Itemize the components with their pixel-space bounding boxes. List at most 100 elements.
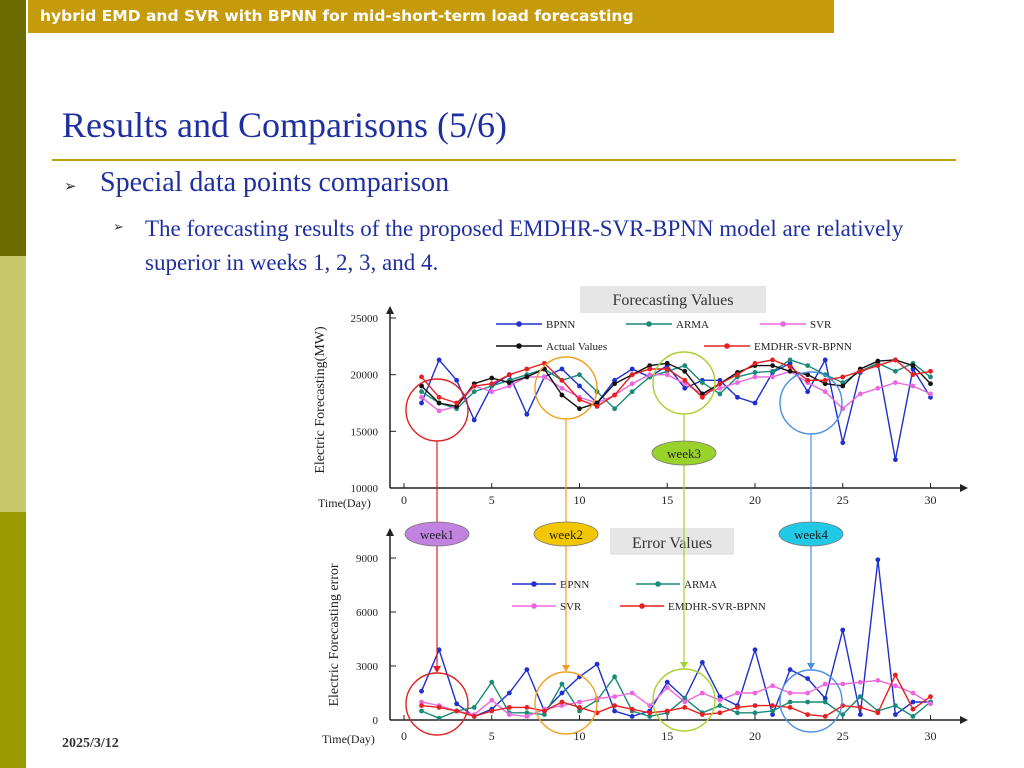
- forecast-data-point: [471, 417, 477, 423]
- forecast-x-tick-label: 20: [749, 493, 761, 507]
- forecast-data-point: [752, 360, 758, 366]
- error-data-point: [559, 703, 565, 708]
- error-x-tick-label: 15: [661, 729, 673, 743]
- week-annotations: week1 week2 week3 week4: [404, 351, 844, 736]
- forecast-legend-marker: [516, 321, 522, 327]
- error-data-point: [805, 676, 811, 681]
- forecast-data-point: [752, 374, 758, 380]
- forecast-data-point: [735, 372, 740, 378]
- forecast-data-point: [875, 363, 881, 368]
- forecast-data-point: [787, 357, 793, 363]
- forecast-legend-label: SVR: [810, 319, 832, 331]
- error-data-point: [717, 697, 723, 703]
- forecast-legend-marker: [780, 321, 786, 327]
- error-chart-title: Error Values: [632, 535, 712, 552]
- error-data-point: [857, 679, 863, 685]
- error-data-point: [542, 708, 547, 714]
- forecast-data-point: [770, 368, 775, 374]
- forecast-legend-marker: [724, 343, 730, 349]
- forecast-data-point: [682, 385, 688, 391]
- forecast-data-point: [419, 374, 424, 380]
- forecast-data-point: [735, 394, 740, 400]
- error-data-point: [770, 703, 775, 708]
- error-title-box: [610, 528, 734, 555]
- error-data-point: [419, 699, 424, 705]
- forecast-data-point: [436, 400, 442, 406]
- forecast-data-point: [594, 404, 600, 409]
- slide-side-bar: [0, 0, 26, 768]
- forecast-data-point: [682, 368, 688, 374]
- error-x-tick-label: 5: [489, 729, 495, 743]
- error-data-point: [910, 690, 916, 696]
- error-data-point: [770, 712, 775, 717]
- week-label: week4: [794, 527, 828, 542]
- forecast-data-point: [577, 372, 582, 378]
- error-data-point: [471, 705, 477, 710]
- forecast-data-point: [822, 377, 828, 383]
- forecast-data-point: [893, 368, 898, 374]
- error-data-point: [787, 690, 793, 696]
- error-data-point: [699, 690, 705, 696]
- error-data-point: [910, 714, 916, 719]
- error-data-point: [682, 696, 688, 701]
- forecast-data-point: [454, 400, 460, 406]
- forecast-data-point: [489, 381, 495, 387]
- error-data-point: [875, 678, 881, 683]
- error-data-point: [559, 681, 565, 687]
- forecast-data-point: [419, 389, 424, 395]
- error-data-point: [612, 703, 617, 708]
- forecast-data-point: [506, 372, 512, 378]
- forecast-y-label: Electric Forecasting(MW): [313, 326, 328, 474]
- forecast-data-point: [454, 377, 460, 383]
- forecast-data-point: [875, 385, 881, 391]
- forecast-data-point: [770, 363, 775, 368]
- error-data-point: [752, 710, 758, 716]
- error-x-tick-label: 20: [749, 729, 761, 743]
- forecast-data-point: [489, 389, 495, 395]
- forecast-series: [419, 357, 933, 463]
- week-arrow-icon: [562, 665, 570, 672]
- error-data-point: [910, 706, 916, 712]
- error-data-point: [770, 683, 775, 689]
- error-series: [419, 557, 933, 721]
- error-data-point: [735, 710, 740, 716]
- forecast-x-tick-label: 15: [661, 493, 673, 507]
- forecast-series-line: [421, 359, 932, 410]
- error-data-point: [419, 708, 424, 714]
- forecast-series-line: [421, 370, 931, 412]
- error-data-point: [717, 710, 723, 716]
- forecast-data-point: [524, 366, 530, 372]
- week-label-badge: [651, 440, 717, 466]
- error-data-point: [489, 679, 495, 685]
- error-data-point: [893, 712, 898, 717]
- forecast-data-point: [770, 357, 775, 363]
- forecast-data-point: [928, 374, 933, 380]
- forecast-legend: BPNN ARMA SVR Actual Values EMDHR-SVR-BPNN: [496, 319, 852, 353]
- slide-title: Results and Comparisons (5/6): [62, 105, 507, 145]
- forecast-legend-label: Actual Values: [546, 341, 607, 353]
- error-data-point: [612, 674, 617, 680]
- forecast-y-tick-label: 20000: [351, 370, 379, 382]
- error-data-point: [752, 703, 758, 708]
- error-data-point: [840, 712, 846, 717]
- week-label-badge: [404, 521, 470, 547]
- error-data-point: [805, 712, 811, 717]
- error-data-point: [893, 703, 898, 708]
- error-data-point: [577, 705, 582, 710]
- header-banner: hybrid EMD and SVR with BPNN for mid-sho…: [28, 0, 834, 33]
- error-series-line: [420, 559, 931, 718]
- forecast-data-point: [682, 377, 688, 383]
- side-bar-light-segment: [0, 256, 26, 512]
- error-data-point: [682, 699, 688, 705]
- forecast-data-point: [506, 380, 512, 385]
- forecast-x-arrow-icon: [960, 484, 968, 492]
- error-data-point: [699, 660, 705, 665]
- forecast-data-point: [910, 366, 916, 372]
- error-legend-marker: [531, 581, 537, 587]
- forecast-data-point: [840, 374, 846, 380]
- error-data-point: [489, 697, 495, 703]
- error-x-arrow-icon: [960, 716, 968, 724]
- error-data-point: [594, 661, 600, 667]
- error-data-point: [489, 708, 495, 714]
- error-data-point: [928, 701, 933, 707]
